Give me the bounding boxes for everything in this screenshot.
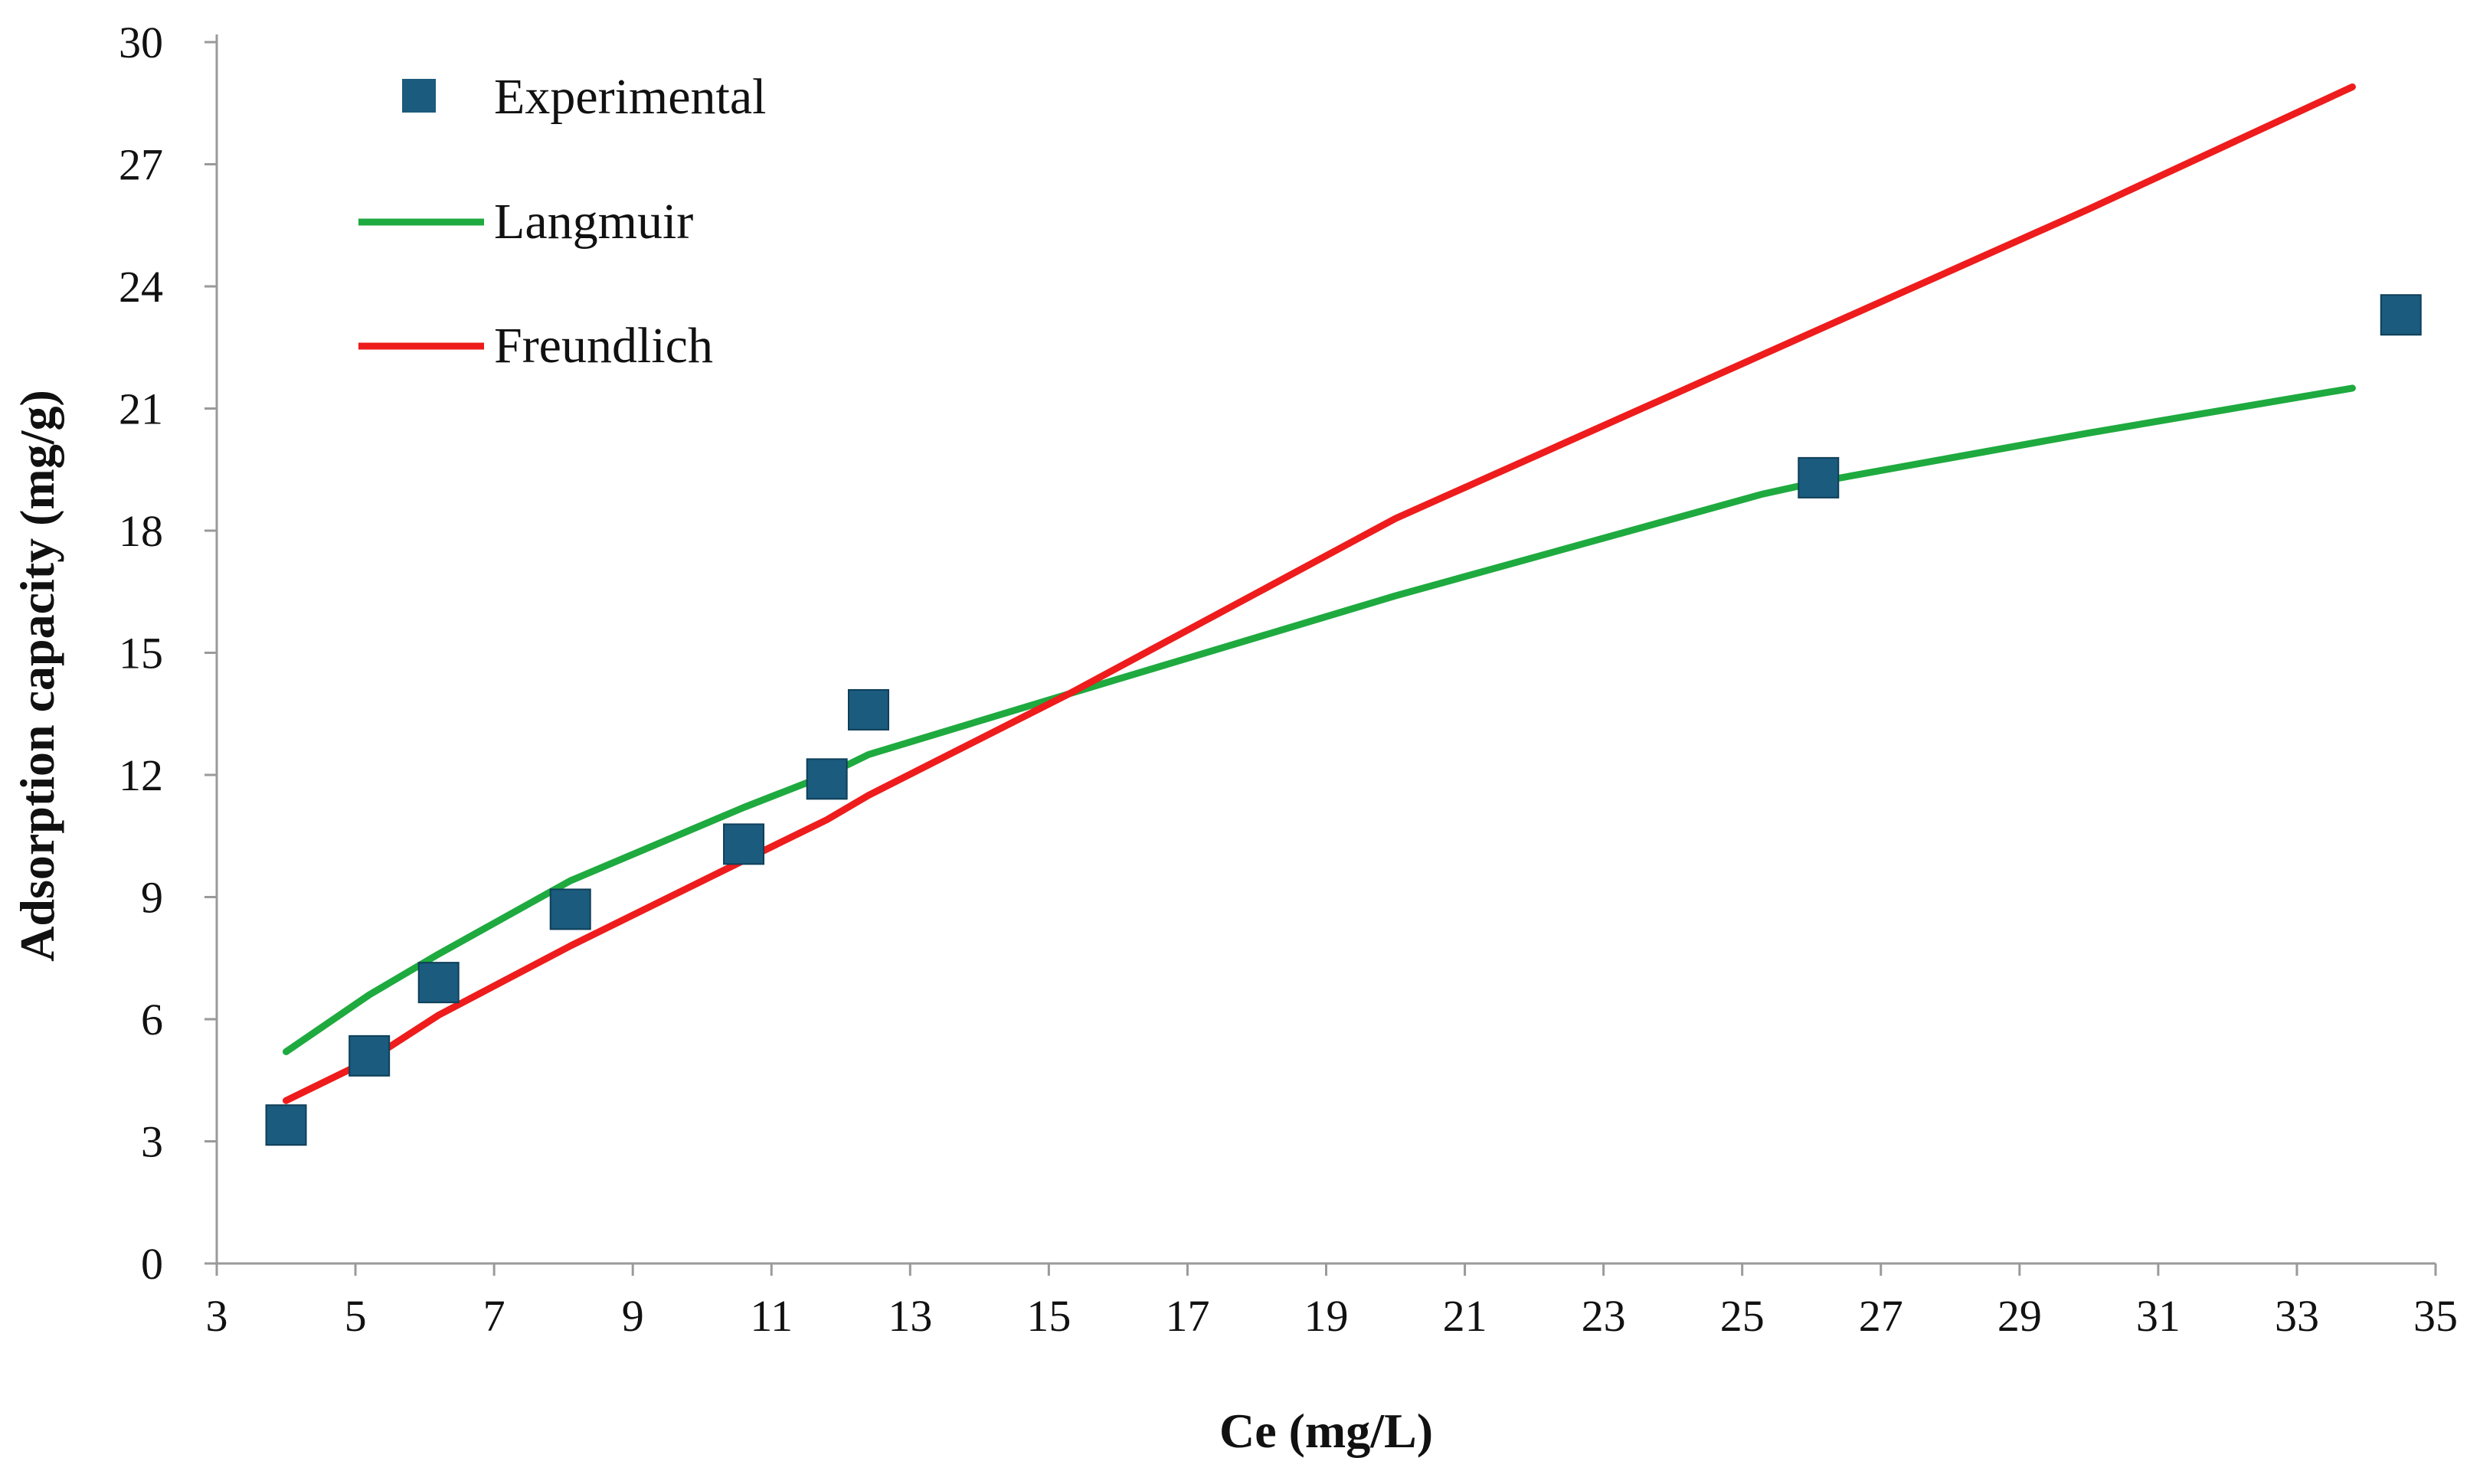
x-tick-label: 33 (2275, 1291, 2319, 1341)
data-point-experimental (417, 962, 460, 1004)
legend-label-freundlich: Freundlich (494, 318, 713, 374)
legend-label-experimental: Experimental (494, 69, 767, 125)
series (265, 83, 2422, 1146)
x-tick-label: 11 (750, 1291, 793, 1341)
series-line-langmuir (283, 384, 2356, 1055)
legend-label-langmuir: Langmuir (494, 194, 693, 250)
x-tick-label: 3 (206, 1291, 228, 1341)
ticks: 3 5 7 9 11 13 15 17 19 21 23 25 27 29 31 33 350369121518… (119, 18, 2458, 1341)
y-tick-label: 30 (119, 18, 163, 67)
x-axis-title: Ce (mg/L) (1219, 1404, 1433, 1458)
data-point-experimental (1798, 456, 1840, 498)
y-tick-label: 12 (119, 750, 163, 800)
x-tick-label: 27 (1859, 1291, 1903, 1341)
x-tick-label: 29 (1997, 1291, 2042, 1341)
data-point-experimental (549, 888, 591, 930)
legend-marker-experimental (402, 79, 436, 113)
y-tick-label: 27 (119, 140, 163, 190)
x-tick-label: 25 (1720, 1291, 1765, 1341)
x-tick-label: 9 (622, 1291, 644, 1341)
x-tick-label: 13 (888, 1291, 932, 1341)
data-point-experimental (806, 758, 848, 800)
x-tick-label: 7 (483, 1291, 505, 1341)
x-tick-label: 5 (345, 1291, 367, 1341)
y-tick-label: 24 (119, 262, 163, 312)
data-point-experimental (348, 1035, 391, 1077)
y-tick-label: 3 (141, 1117, 163, 1167)
data-point-experimental (2380, 294, 2422, 336)
x-tick-label: 19 (1304, 1291, 1349, 1341)
x-tick-label: 17 (1165, 1291, 1209, 1341)
x-tick-label: 21 (1443, 1291, 1487, 1341)
x-tick-label: 35 (2413, 1291, 2458, 1341)
y-tick-label: 6 (141, 995, 163, 1044)
x-tick-label: 15 (1026, 1291, 1071, 1341)
data-point-experimental (723, 823, 765, 865)
data-point-experimental (265, 1104, 307, 1146)
y-tick-label: 18 (119, 506, 163, 556)
x-tick-label: 31 (2136, 1291, 2181, 1341)
y-tick-label: 15 (119, 629, 163, 678)
legend: Experimental Langmuir Freundlich (358, 69, 767, 374)
y-axis-title: Adsorption capacity (mg/g) (10, 390, 64, 962)
y-tick-label: 21 (119, 384, 163, 434)
x-tick-label: 23 (1582, 1291, 1626, 1341)
y-tick-label: 0 (141, 1239, 163, 1289)
data-point-experimental (847, 688, 889, 731)
series-line-freundlich (283, 83, 2356, 1104)
y-tick-label: 9 (141, 873, 163, 923)
